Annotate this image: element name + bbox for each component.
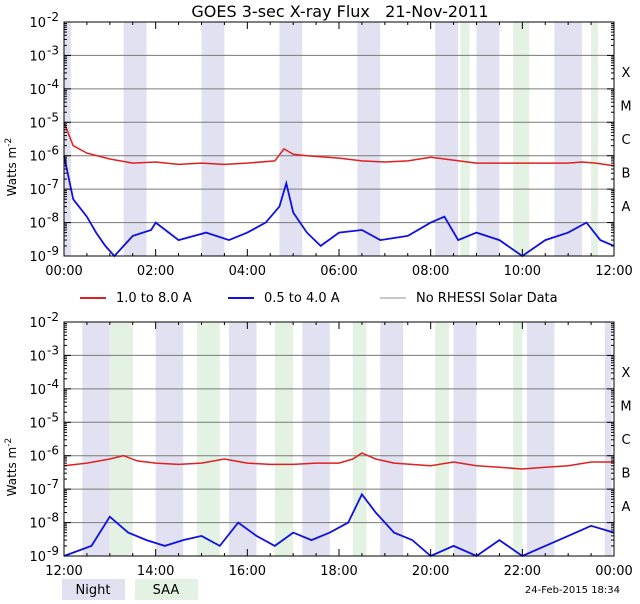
night-band — [229, 322, 257, 556]
y-tick-exponent: -8 — [47, 511, 59, 525]
panel-2: 10-210-310-410-510-610-710-810 -912:00 14:… — [4, 310, 633, 579]
y-tick-label: 10 — [29, 150, 46, 165]
legend-label: 0.5 to 4.0 A — [264, 291, 340, 306]
x-tick-label: 04:00 — [229, 264, 266, 279]
flare-class-label: A — [622, 500, 631, 515]
flare-class-label: B — [622, 166, 631, 181]
night-key-label: Night — [76, 583, 111, 598]
y-tick-label: 10 — [29, 116, 46, 131]
generation-timestamp: 24-Feb-2015 18:34 — [525, 585, 620, 596]
x-tick-label: 16:00 — [229, 564, 266, 579]
y-tick-label: 10 — [29, 416, 46, 431]
saa-band — [460, 22, 470, 256]
y-tick-exponent: -9 — [47, 544, 59, 558]
saa-band — [274, 322, 294, 556]
y-axis-label: Watts m-2 — [4, 138, 19, 197]
night-key-swatch — [62, 579, 125, 600]
x-tick-label: 08:00 — [412, 264, 449, 279]
saa-band — [196, 322, 220, 556]
saa-band — [513, 322, 523, 556]
saa-band — [352, 322, 367, 556]
flare-class-label: M — [620, 100, 631, 115]
x-tick-label: 00:00 — [45, 264, 82, 279]
saa-band — [109, 322, 133, 556]
night-band — [201, 22, 225, 256]
x-tick-label: 22:00 — [504, 564, 541, 579]
y-tick-label: 10 — [29, 383, 46, 398]
night-band — [380, 322, 404, 556]
y-tick-exponent: -8 — [47, 211, 59, 225]
night-band — [357, 22, 381, 256]
night-band — [435, 22, 459, 256]
x-tick-label: 02:00 — [137, 264, 174, 279]
series-line-short — [63, 492, 615, 558]
y-tick-label: 10 — [29, 83, 46, 98]
saa-key-swatch — [135, 579, 198, 600]
flare-class-label: A — [622, 200, 631, 215]
chart-title: GOES 3-sec X-ray Flux 21-Nov-2011 — [191, 2, 488, 21]
night-band — [453, 322, 477, 556]
night-band — [302, 322, 330, 556]
y-tick-exponent: -5 — [47, 110, 59, 124]
y-tick-label: 10 — [29, 349, 46, 364]
night-band — [554, 22, 582, 256]
night-band — [526, 322, 555, 556]
flare-class-label: M — [620, 400, 631, 415]
y-tick-exponent: -4 — [47, 377, 59, 391]
y-tick-exponent: -2 — [47, 310, 59, 324]
night-band — [279, 22, 303, 256]
x-tick-label: 00:00 — [595, 564, 632, 579]
x-tick-label: 12:00 — [595, 264, 632, 279]
x-tick-label: 12:00 — [45, 564, 82, 579]
saa-band — [435, 322, 449, 556]
flare-class-label: C — [621, 133, 630, 148]
panel-1: 10-210-310-410-510-610-710-810 -900:00 02:… — [4, 2, 633, 279]
series-line-short — [63, 155, 615, 258]
saa-band — [591, 22, 598, 256]
night-band — [82, 322, 110, 556]
y-tick-exponent: -6 — [47, 444, 59, 458]
legend-label: No RHESSI Solar Data — [416, 291, 558, 306]
flare-class-label: B — [622, 466, 631, 481]
flare-class-label: X — [622, 366, 631, 381]
y-tick-label: 10 — [29, 450, 46, 465]
y-tick-exponent: -3 — [47, 43, 59, 57]
night-band — [604, 322, 612, 556]
y-tick-label: 10 — [29, 250, 46, 265]
y-tick-exponent: -3 — [47, 343, 59, 357]
y-axis-label: Watts m-2 — [4, 438, 19, 497]
x-tick-label: 14:00 — [137, 564, 174, 579]
legend-label: 1.0 to 8.0 A — [116, 291, 192, 306]
y-tick-label: 10 — [29, 49, 46, 64]
flare-class-label: X — [622, 66, 631, 81]
y-tick-label: 10 — [29, 550, 46, 565]
night-band — [64, 22, 71, 256]
y-tick-exponent: -6 — [47, 144, 59, 158]
night-band — [155, 322, 184, 556]
y-tick-exponent: -5 — [47, 410, 59, 424]
x-tick-label: 06:00 — [320, 264, 357, 279]
y-tick-label: 10 — [29, 483, 46, 498]
y-tick-exponent: -2 — [47, 10, 59, 24]
series-line-long — [63, 452, 614, 470]
y-tick-label: 10 — [29, 517, 46, 532]
x-tick-label: 20:00 — [412, 564, 449, 579]
y-tick-label: 10 — [29, 183, 46, 198]
x-tick-label: 10:00 — [504, 264, 541, 279]
flare-class-label: C — [621, 433, 630, 448]
saa-key-label: SAA — [153, 583, 180, 598]
y-tick-exponent: -4 — [47, 77, 59, 91]
night-band — [476, 22, 500, 256]
y-tick-label: 10 — [29, 316, 46, 331]
y-tick-exponent: -9 — [47, 244, 59, 258]
saa-band — [513, 22, 530, 256]
y-tick-label: 10 — [29, 16, 46, 31]
y-tick-label: 10 — [29, 217, 46, 232]
x-tick-label: 18:00 — [320, 564, 357, 579]
night-band — [123, 22, 147, 256]
series-line-long — [63, 122, 615, 167]
y-tick-exponent: -7 — [47, 177, 59, 191]
y-tick-exponent: -7 — [47, 477, 59, 491]
